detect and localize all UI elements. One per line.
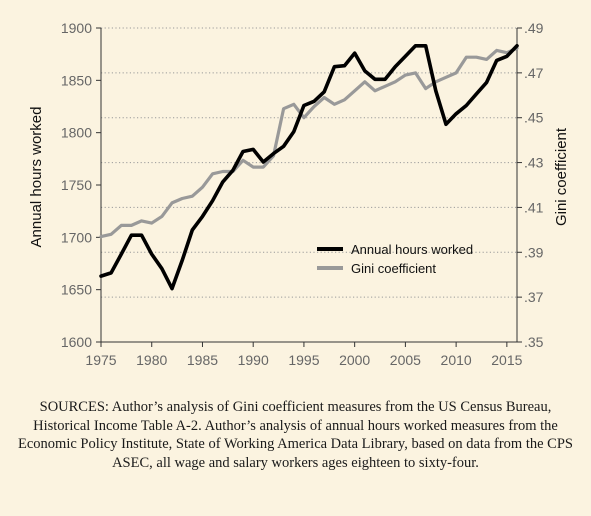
source-caption: SOURCES: Author’s analysis of Gini coeff…	[18, 399, 573, 471]
x-tick-label: 1990	[238, 352, 269, 368]
y2-tick-label: .35	[524, 334, 544, 350]
x-tick-labels: 1975 1980 1985 1990 1995 2000 2005 2010 2015	[85, 352, 522, 368]
y2-tick-label: .47	[524, 65, 544, 81]
y2-axis-title: Gini coefficient	[553, 127, 570, 226]
y2-tick-label: .49	[524, 20, 544, 36]
y-axis-title: Annual hours worked	[28, 107, 45, 248]
x-tick-label: 2015	[491, 352, 522, 368]
x-tick-label: 1995	[288, 352, 319, 368]
x-tick-label: 2005	[390, 352, 421, 368]
legend-label-hours: Annual hours worked	[351, 242, 473, 257]
x-tick-label: 2010	[441, 352, 472, 368]
y2-tick-label: .43	[524, 155, 544, 171]
y-tick-label: 1850	[61, 72, 92, 88]
y2-tick-label: .37	[524, 289, 544, 305]
legend-label-gini: Gini coefficient	[351, 261, 436, 276]
series-line-gini	[99, 46, 519, 239]
y-tick-label: 1700	[61, 229, 92, 245]
x-tick-label: 1985	[187, 352, 218, 368]
x-tick-label: 1980	[136, 352, 167, 368]
y2-tick-label: .41	[524, 199, 544, 215]
series-line-hours	[99, 43, 519, 291]
legend: Annual hours worked Gini coefficient	[317, 242, 473, 276]
y-tick-label: 1900	[61, 20, 92, 36]
x-tick-label: 2000	[339, 352, 370, 368]
y2-tick-labels: .35 .37 .39 .41 .43 .45 .47 .49	[524, 20, 544, 350]
y2-tick-label: .45	[524, 110, 544, 126]
axes	[96, 27, 522, 347]
x-tick-label: 1975	[85, 352, 116, 368]
y-tick-labels: 1600 1650 1700 1750 1800 1850 1900	[61, 20, 92, 350]
y-tick-label: 1650	[61, 282, 92, 298]
y-tick-label: 1750	[61, 177, 92, 193]
y2-tick-label: .39	[524, 244, 544, 260]
chart: 1600 1650 1700 1750 1800 1850 1900 .35 .37 .39 .4…	[28, 20, 570, 368]
y-tick-label: 1800	[61, 125, 92, 141]
y-tick-label: 1600	[61, 334, 92, 350]
series-lines	[99, 43, 519, 291]
